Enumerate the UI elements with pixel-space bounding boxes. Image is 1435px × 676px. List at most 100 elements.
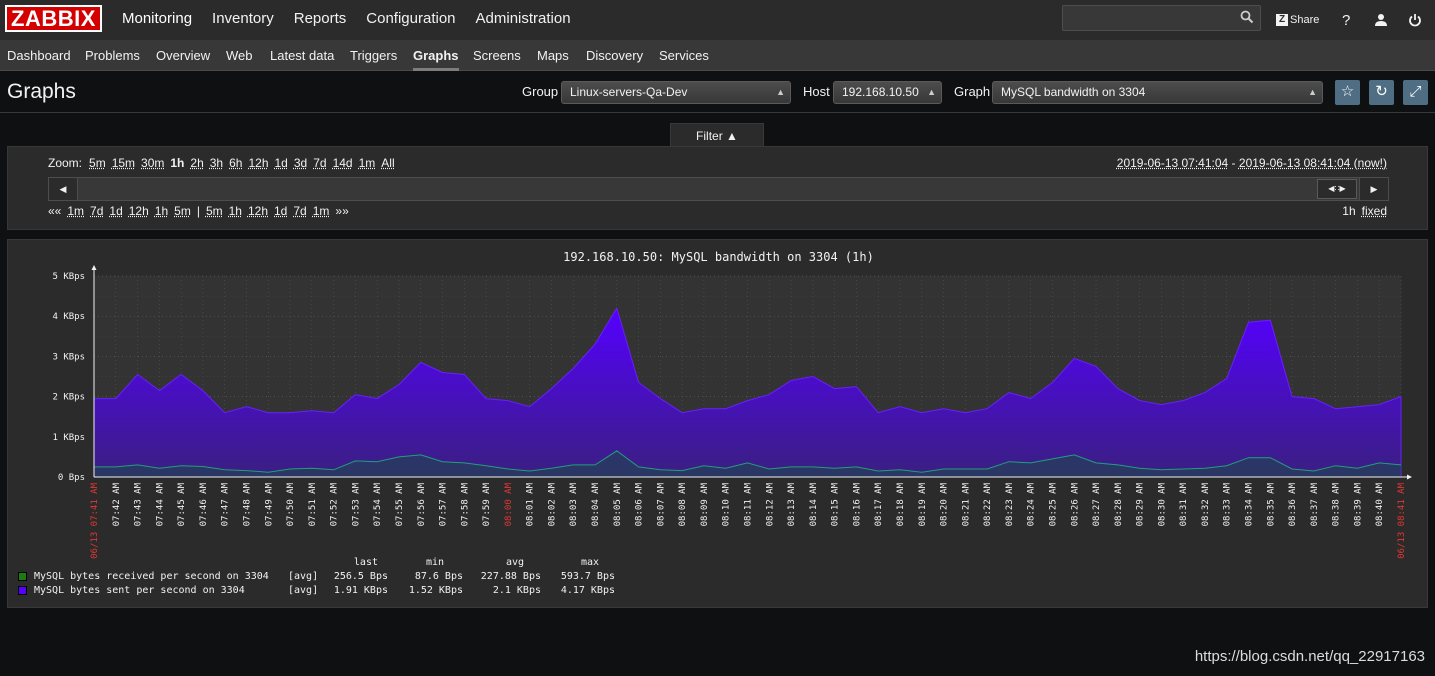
zoom-link[interactable]: 15m bbox=[111, 156, 136, 170]
x-tick-label-start: 06/13 07:41 AM bbox=[90, 482, 100, 558]
graph-chart[interactable]: 0 Bps 1 KBps 2 KBps 3 KBps 4 KBps 5 KBps 06/13… bbox=[8, 240, 1429, 609]
search-icon[interactable] bbox=[1240, 10, 1254, 27]
x-tick-label: 07:43 AM bbox=[134, 482, 144, 526]
subnav-problems[interactable]: Problems bbox=[85, 48, 140, 63]
subnav-dashboard[interactable]: Dashboard bbox=[7, 48, 71, 63]
x-tick-label: 08:33 AM bbox=[1223, 482, 1233, 526]
time-scrollbar[interactable]: ◀ ◀∷▶ ▶ bbox=[48, 177, 1389, 201]
nav-link[interactable]: 1h bbox=[154, 204, 169, 218]
y-tick-label: 2 KBps bbox=[52, 393, 85, 403]
menu-configuration[interactable]: Configuration bbox=[366, 10, 456, 27]
nav-link[interactable]: 5m bbox=[205, 204, 223, 218]
x-tick-label: 08:12 AM bbox=[765, 482, 775, 526]
legend-min: 1.52 KBps bbox=[408, 585, 463, 596]
group-select[interactable]: Linux-servers-Qa-Dev ▲ bbox=[561, 81, 791, 104]
graph-select[interactable]: MySQL bandwidth on 3304 ▲ bbox=[992, 81, 1323, 104]
share-button[interactable]: Z Share bbox=[1276, 0, 1319, 40]
legend-header-max: max bbox=[580, 557, 599, 568]
zoom-link[interactable]: 6h bbox=[229, 156, 243, 170]
nav-link[interactable]: 12h bbox=[247, 204, 268, 218]
zoom-link[interactable]: 12h bbox=[248, 156, 269, 170]
nav-link[interactable]: 1h bbox=[228, 204, 242, 218]
nav-link[interactable]: 1d bbox=[274, 204, 288, 218]
subnav-discovery[interactable]: Discovery bbox=[586, 48, 644, 63]
zoom-link-selected[interactable]: 1h bbox=[170, 156, 185, 170]
subnav-maps[interactable]: Maps bbox=[537, 48, 569, 63]
x-tick-label: 08:18 AM bbox=[896, 482, 906, 526]
refresh-button[interactable]: ↻ bbox=[1369, 80, 1394, 105]
nav-link[interactable]: «« bbox=[48, 204, 62, 218]
x-tick-label: 08:07 AM bbox=[656, 482, 666, 526]
nav-link[interactable]: 1d bbox=[109, 204, 123, 218]
nav-link[interactable]: 1m bbox=[312, 204, 330, 218]
x-tick-label: 08:11 AM bbox=[744, 482, 754, 526]
host-select[interactable]: 192.168.10.50 ▲ bbox=[833, 81, 942, 104]
header-divider bbox=[0, 112, 1435, 113]
zoom-link[interactable]: 2h bbox=[190, 156, 204, 170]
share-icon: Z bbox=[1276, 14, 1288, 26]
scroll-left-button[interactable]: ◀ bbox=[49, 178, 78, 200]
user-icon[interactable] bbox=[1374, 0, 1388, 40]
zoom-link[interactable]: 5m bbox=[89, 156, 106, 170]
left-arrow-icon: ◀ bbox=[59, 184, 67, 194]
x-tick-label: 08:15 AM bbox=[831, 482, 841, 526]
subnav-screens[interactable]: Screens bbox=[473, 48, 521, 63]
x-tick-label: 07:56 AM bbox=[417, 482, 427, 526]
series-line-received bbox=[94, 450, 1402, 473]
menu-inventory[interactable]: Inventory bbox=[212, 10, 274, 27]
x-axis-arrow bbox=[1407, 474, 1412, 480]
x-tick-label: 08:03 AM bbox=[569, 482, 579, 526]
favourite-button[interactable]: ☆ bbox=[1335, 80, 1360, 105]
subnav-latest-data[interactable]: Latest data bbox=[270, 48, 335, 63]
search-input[interactable] bbox=[1062, 5, 1261, 31]
subnav-triggers[interactable]: Triggers bbox=[350, 48, 398, 63]
x-tick-label: 08:13 AM bbox=[787, 482, 797, 526]
zoom-link[interactable]: 30m bbox=[141, 156, 165, 170]
scroll-right-button[interactable]: ▶ bbox=[1359, 178, 1388, 200]
subnav-services[interactable]: Services bbox=[659, 48, 709, 63]
nav-link[interactable]: 7d bbox=[90, 204, 104, 218]
zoom-link[interactable]: 1m bbox=[358, 156, 376, 170]
menu-administration[interactable]: Administration bbox=[475, 10, 571, 27]
updown-icon: ▲ bbox=[927, 87, 936, 97]
nav-link[interactable]: 5m bbox=[174, 204, 191, 218]
zoom-link[interactable]: 14d bbox=[332, 156, 353, 170]
graph-title: 192.168.10.50: MySQL bandwidth on 3304 (… bbox=[563, 250, 874, 264]
nav-link[interactable]: 1m bbox=[67, 204, 85, 218]
legend-header-avg: avg bbox=[505, 557, 524, 568]
legend-swatch bbox=[18, 586, 27, 595]
x-tick-label: 07:49 AM bbox=[264, 482, 274, 526]
zabbix-logo[interactable]: ZABBIX bbox=[5, 5, 102, 32]
subnav-web[interactable]: Web bbox=[226, 48, 253, 63]
subnav-overview[interactable]: Overview bbox=[156, 48, 211, 63]
legend-row: MySQL bytes sent per second on 3304 [avg… bbox=[18, 584, 618, 598]
x-tick-label: 07:58 AM bbox=[460, 482, 470, 526]
legend-max: 593.7 Bps bbox=[560, 571, 615, 582]
fixed-toggle[interactable]: fixed bbox=[1361, 204, 1387, 218]
range-separator: - bbox=[1228, 156, 1239, 170]
nav-link[interactable]: 7d bbox=[293, 204, 307, 218]
range-to[interactable]: 2019-06-13 08:41:04 (now!) bbox=[1238, 156, 1387, 170]
range-from[interactable]: 2019-06-13 07:41:04 bbox=[1116, 156, 1229, 170]
x-tick-label: 07:42 AM bbox=[112, 482, 122, 526]
zoom-link[interactable]: 3h bbox=[209, 156, 224, 170]
x-tick-label: 08:19 AM bbox=[918, 482, 928, 526]
scroll-handle[interactable]: ◀∷▶ bbox=[1317, 179, 1357, 199]
power-icon[interactable] bbox=[1408, 0, 1422, 40]
subnav-graphs[interactable]: Graphs bbox=[413, 40, 459, 71]
help-icon[interactable]: ? bbox=[1342, 11, 1351, 29]
x-tick-label: 07:59 AM bbox=[482, 482, 492, 526]
x-tick-label-hour: 08:00 AM bbox=[504, 482, 514, 526]
zoom-link[interactable]: 1d bbox=[274, 156, 288, 170]
nav-link[interactable]: 12h bbox=[128, 204, 149, 218]
zoom-link[interactable]: 7d bbox=[313, 156, 327, 170]
fullscreen-button[interactable]: ⤢ bbox=[1403, 80, 1428, 105]
zoom-link[interactable]: All bbox=[381, 156, 395, 170]
zoom-link[interactable]: 3d bbox=[293, 156, 308, 170]
filter-tab[interactable]: Filter ▲ bbox=[670, 123, 764, 147]
refresh-icon: ↻ bbox=[1375, 83, 1388, 100]
menu-monitoring[interactable]: Monitoring bbox=[122, 10, 193, 27]
nav-link[interactable]: »» bbox=[335, 204, 349, 218]
x-tick-label: 07:53 AM bbox=[351, 482, 361, 526]
menu-reports[interactable]: Reports bbox=[293, 10, 347, 27]
